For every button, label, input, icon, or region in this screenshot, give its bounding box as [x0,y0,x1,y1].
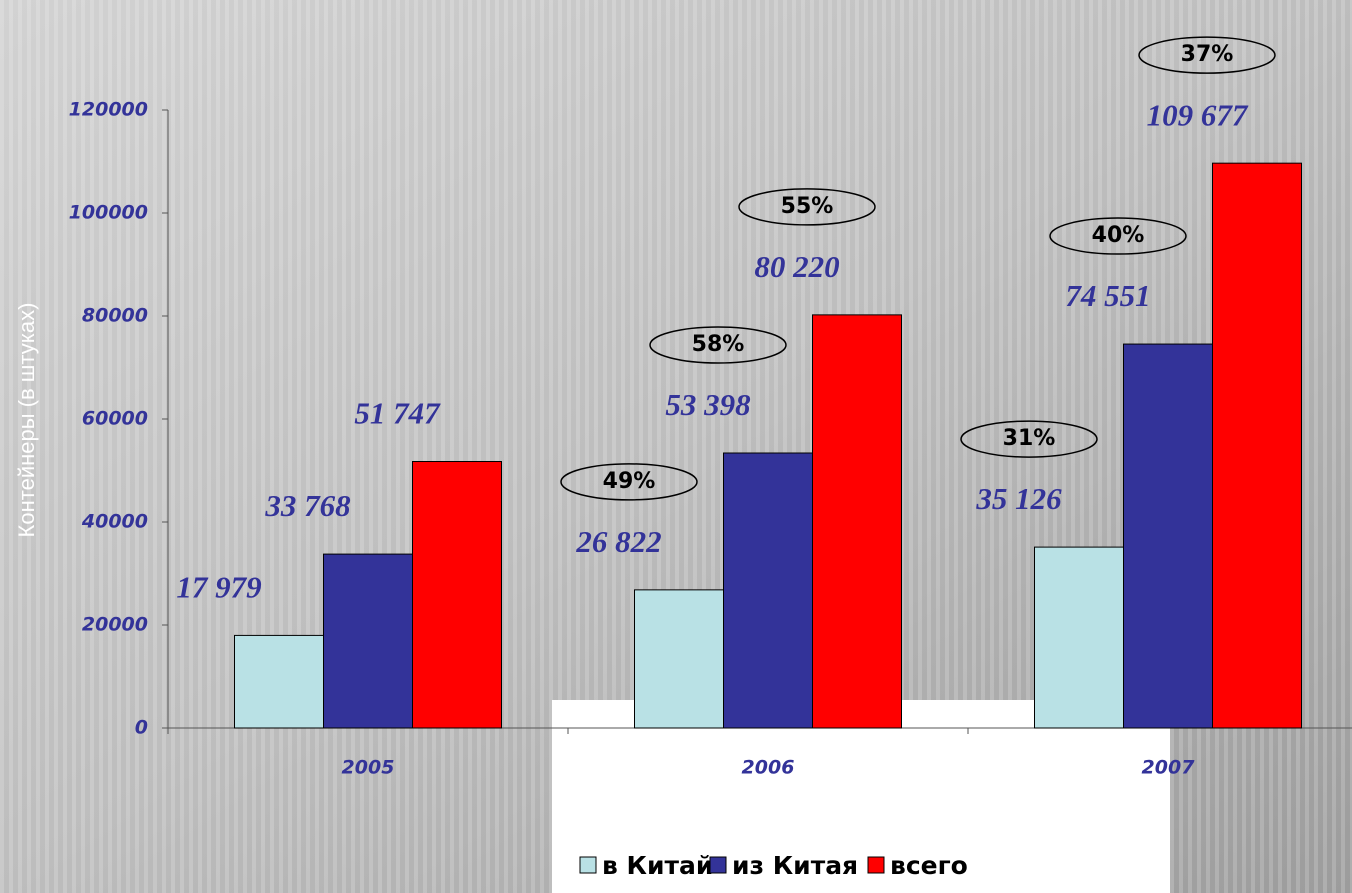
growth-label: 40% [1092,223,1145,248]
y-tick-label: 60000 [82,408,148,430]
growth-label: 49% [603,469,656,494]
x-tick-label: 2006 [742,757,795,779]
bar [813,315,902,728]
bar [635,590,724,728]
value-label: 109 677 [1147,97,1249,132]
y-axis-label: Контейнеры (в штуках) [14,303,39,538]
bar [413,462,502,728]
value-label: 80 220 [754,249,839,284]
y-tick-label: 80000 [82,305,148,327]
growth-label: 37% [1181,42,1234,67]
legend-swatch [868,857,884,873]
value-label: 74 551 [1065,278,1150,313]
legend-swatch [580,857,596,873]
legend-label: из Китая [732,851,858,880]
growth-label: 58% [692,332,745,357]
value-label: 53 398 [665,387,751,422]
growth-label: 55% [781,194,834,219]
bar [324,554,413,728]
y-tick-label: 40000 [81,511,148,533]
chart: Контейнеры (в штуках) 0 20000 40000 60000 80… [0,0,1352,893]
bar [1124,344,1213,728]
x-tick-label: 2007 [1142,757,1196,779]
y-tick-label: 0 [135,717,148,739]
value-label: 26 822 [575,524,661,559]
bar [1035,547,1124,728]
legend-label: всего [890,851,968,880]
value-label: 33 768 [264,488,351,523]
x-tick-label: 2005 [342,757,395,779]
y-tick-label: 20000 [82,614,148,636]
bar [235,635,324,728]
growth-label: 31% [1003,426,1056,451]
bar [724,453,813,728]
value-label: 51 747 [354,396,441,431]
legend-swatch [710,857,726,873]
value-label: 35 126 [975,481,1062,516]
value-label: 17 979 [176,570,261,605]
bar [1213,163,1302,728]
y-tick-label: 100000 [69,202,148,224]
legend-label: в Китай [602,851,713,880]
y-tick-label: 120000 [69,99,148,121]
